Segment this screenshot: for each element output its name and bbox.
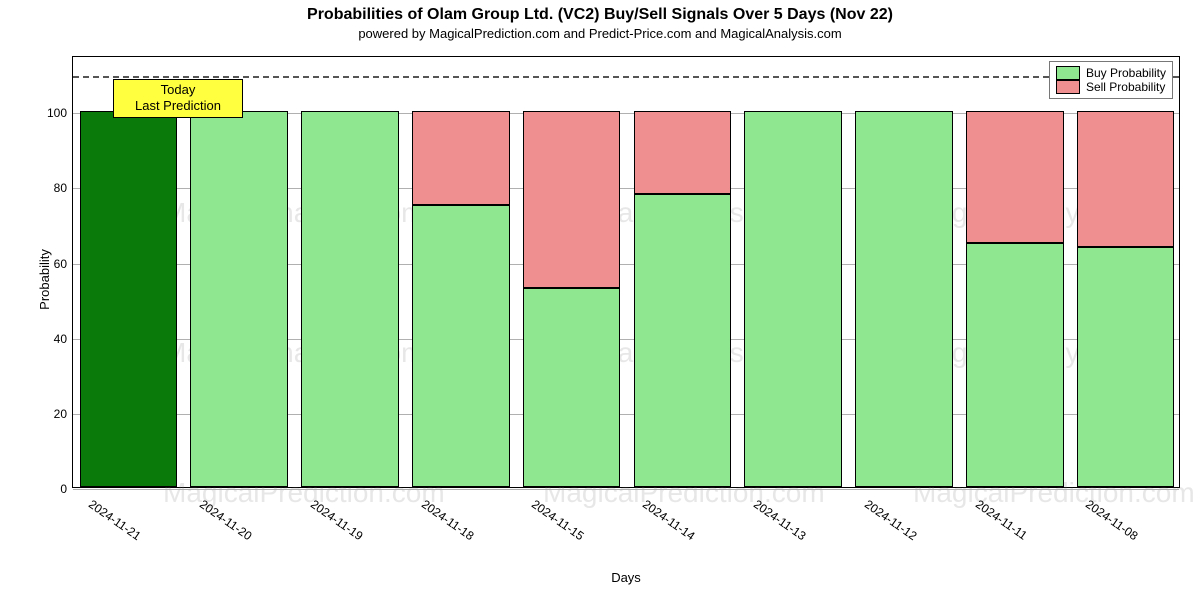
bar-group — [855, 55, 953, 487]
legend-label: Sell Probability — [1086, 80, 1165, 94]
bars-layer — [73, 57, 1179, 487]
y-tick-label: 40 — [54, 332, 73, 346]
bar-buy — [744, 111, 842, 487]
legend-swatch — [1056, 66, 1080, 80]
y-tick-label: 80 — [54, 181, 73, 195]
bar-group — [412, 55, 510, 487]
bar-buy — [1077, 247, 1175, 487]
legend-item: Sell Probability — [1056, 80, 1166, 94]
bar-group — [190, 55, 288, 487]
bar-buy — [190, 111, 288, 487]
y-tick-label: 20 — [54, 407, 73, 421]
bar-buy — [301, 111, 399, 487]
x-tick-label: 2024-11-19 — [308, 497, 366, 543]
annotation-line: Last Prediction — [118, 98, 238, 114]
chart-title: Probabilities of Olam Group Ltd. (VC2) B… — [0, 0, 1200, 24]
bar-group — [1077, 55, 1175, 487]
bar-buy — [966, 243, 1064, 487]
x-tick-label: 2024-11-20 — [197, 497, 255, 543]
y-tick-label: 0 — [60, 482, 73, 496]
x-tick-label: 2024-11-13 — [751, 497, 809, 543]
y-tick-label: 60 — [54, 257, 73, 271]
x-axis-label: Days — [72, 570, 1180, 585]
bar-group — [523, 55, 621, 487]
bar-buy — [634, 194, 732, 487]
x-tick-label: 2024-11-15 — [529, 497, 587, 543]
bar-sell — [1077, 111, 1175, 246]
x-tick-label: 2024-11-21 — [86, 497, 144, 543]
bar-group — [966, 55, 1064, 487]
bar-sell — [412, 111, 510, 205]
bar-group — [744, 55, 842, 487]
bar-buy — [855, 111, 953, 487]
x-tick-label: 2024-11-18 — [419, 497, 477, 543]
legend-item: Buy Probability — [1056, 66, 1166, 80]
y-axis-label: Probability — [37, 249, 52, 310]
chart-subtitle: powered by MagicalPrediction.com and Pre… — [0, 24, 1200, 41]
bar-group — [634, 55, 732, 487]
legend: Buy ProbabilitySell Probability — [1049, 61, 1173, 99]
x-tick-label: 2024-11-14 — [640, 497, 698, 543]
bar-sell — [966, 111, 1064, 242]
x-tick-label: 2024-11-11 — [973, 497, 1030, 543]
x-tick-label: 2024-11-08 — [1083, 497, 1141, 543]
bar-buy — [80, 111, 178, 487]
bar-sell — [523, 111, 621, 288]
bar-buy — [523, 288, 621, 487]
x-tick-label: 2024-11-12 — [862, 497, 920, 543]
bar-buy — [412, 205, 510, 487]
chart-container: Probabilities of Olam Group Ltd. (VC2) B… — [0, 0, 1200, 600]
y-tick-label: 100 — [47, 106, 73, 120]
annotation-line: Today — [118, 82, 238, 98]
plot-area: MagicalAnalysis.comMagicalAnalysis.comMa… — [72, 56, 1180, 488]
legend-swatch — [1056, 80, 1080, 94]
grid-line — [73, 489, 1179, 490]
annotation-today: TodayLast Prediction — [113, 79, 243, 118]
bar-sell — [634, 111, 732, 194]
bar-group — [301, 55, 399, 487]
legend-label: Buy Probability — [1086, 66, 1166, 80]
bar-group — [80, 55, 178, 487]
